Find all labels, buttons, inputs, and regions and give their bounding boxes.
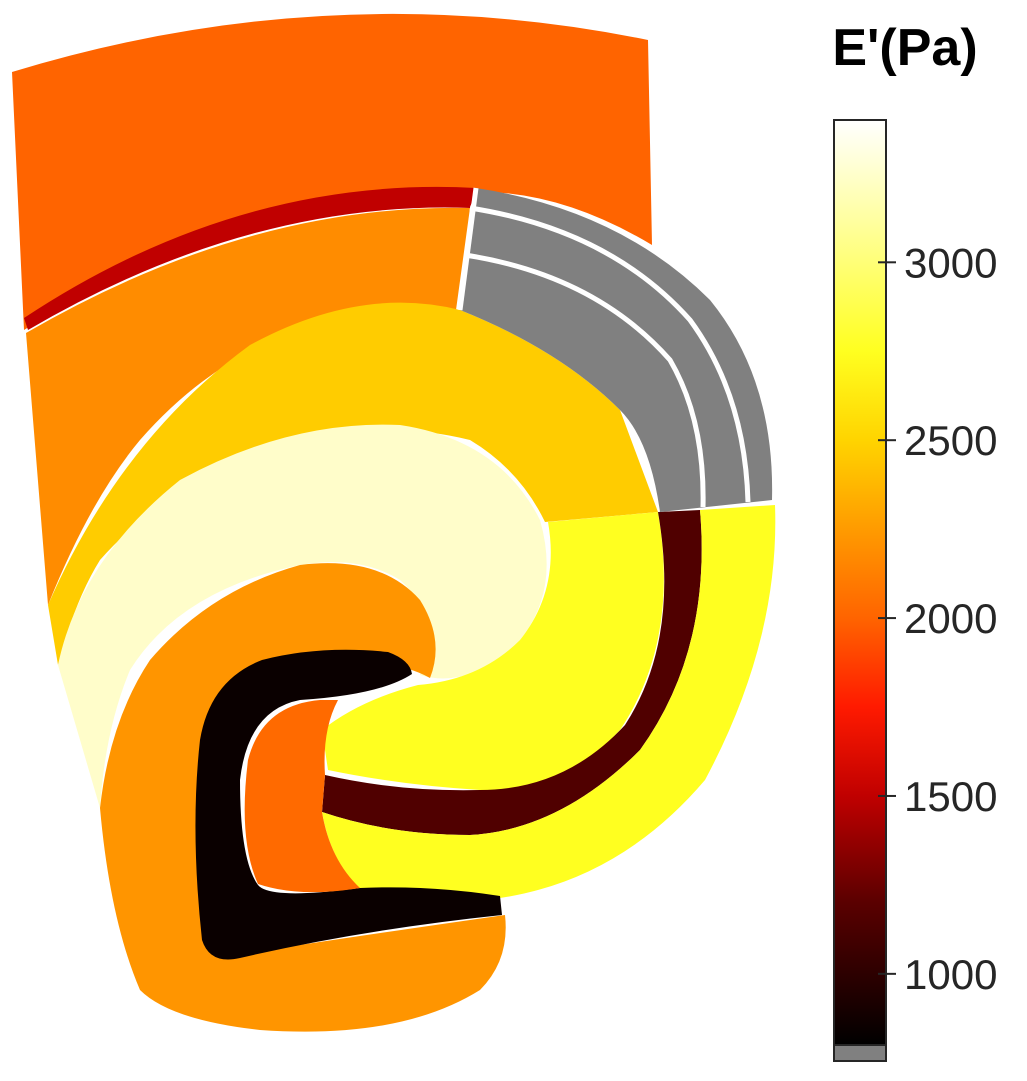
region-group <box>12 13 776 1032</box>
region-mid-arc <box>48 302 658 665</box>
region-pale-arc <box>58 424 547 808</box>
colorbar-ticks: 1000 1500 2000 2500 3000 <box>878 239 997 998</box>
colorbar-tick-label: 2000 <box>904 595 997 642</box>
colorbar-tick-label: 3000 <box>904 239 997 286</box>
region-gray-layers <box>460 188 773 512</box>
gray-layer-seams <box>457 187 751 508</box>
colorbar: 1000 1500 2000 2500 3000 <box>833 119 997 1062</box>
region-right-yellow-band <box>322 512 664 791</box>
colorbar-no-data-swatch <box>833 1044 887 1062</box>
colorbar-gradient <box>833 119 887 1046</box>
region-thin-upper-arc <box>24 186 476 330</box>
region-hook-black <box>195 649 503 960</box>
colorbar-title: E'(Pa) <box>832 19 978 77</box>
colorbar-tick-label: 1000 <box>904 951 997 998</box>
gray-seam-2 <box>464 252 706 508</box>
region-top-band <box>12 13 652 331</box>
region-dark-arc-right <box>322 510 702 835</box>
region-hook-core <box>244 700 360 893</box>
gray-seam-1 <box>469 205 751 503</box>
colorbar-tick-label: 2500 <box>904 417 997 464</box>
gray-seam-3 <box>457 187 479 311</box>
colorbar-tick-label: 1500 <box>904 773 997 820</box>
region-lower-yellow-band <box>322 505 776 899</box>
